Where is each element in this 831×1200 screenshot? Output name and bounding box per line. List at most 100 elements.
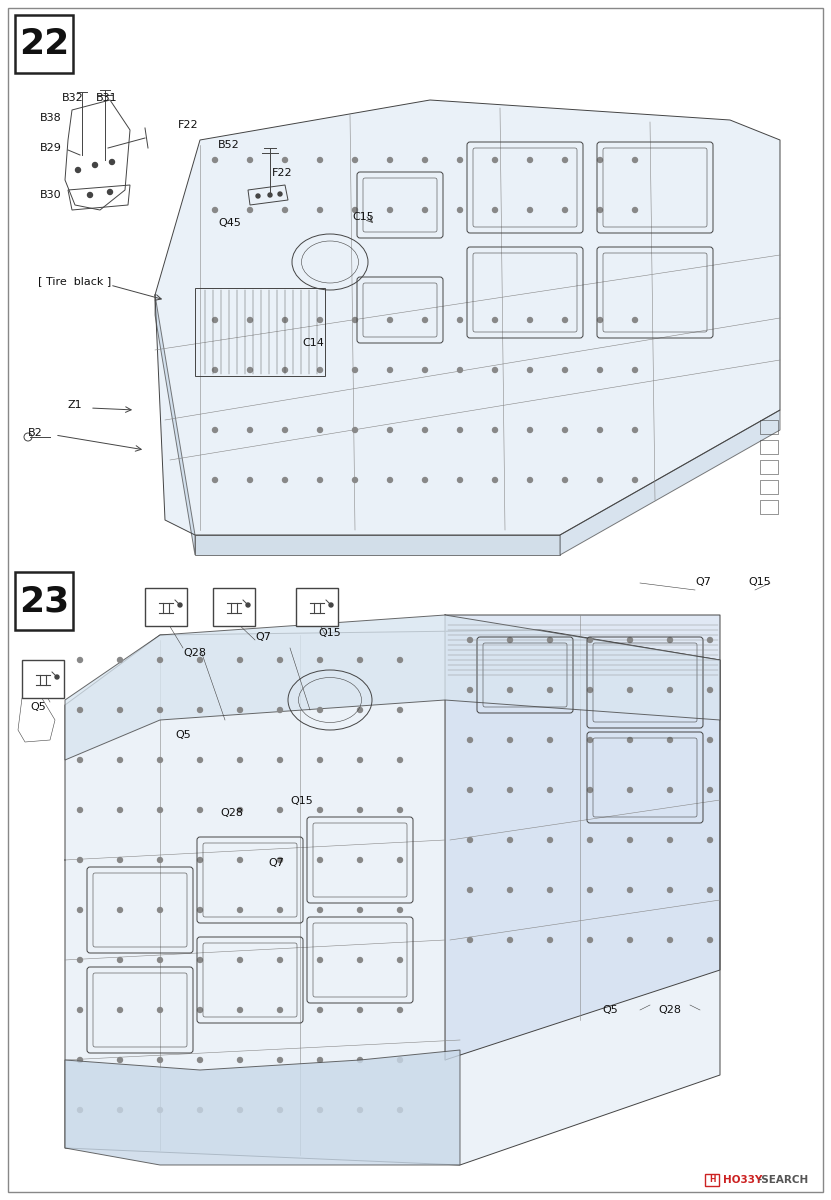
Circle shape — [317, 757, 322, 762]
Circle shape — [278, 808, 283, 812]
Circle shape — [158, 1108, 163, 1112]
Circle shape — [77, 658, 82, 662]
Circle shape — [117, 958, 122, 962]
Text: Q5: Q5 — [175, 730, 191, 740]
Text: 23: 23 — [19, 584, 69, 618]
Circle shape — [632, 208, 637, 212]
Circle shape — [563, 427, 568, 432]
Circle shape — [528, 157, 533, 162]
Circle shape — [387, 427, 392, 432]
Bar — [15, 14, 73, 73]
Circle shape — [158, 808, 163, 812]
Circle shape — [198, 958, 203, 962]
Text: C14: C14 — [302, 338, 324, 348]
Circle shape — [458, 367, 463, 372]
Circle shape — [468, 787, 473, 792]
Circle shape — [317, 318, 322, 323]
Text: Z1: Z1 — [68, 400, 82, 410]
Circle shape — [493, 157, 498, 162]
Circle shape — [387, 157, 392, 162]
Circle shape — [77, 1057, 82, 1062]
Circle shape — [468, 637, 473, 642]
Circle shape — [458, 318, 463, 323]
Circle shape — [597, 478, 602, 482]
Circle shape — [352, 367, 357, 372]
Circle shape — [458, 208, 463, 212]
Circle shape — [667, 688, 672, 692]
Circle shape — [77, 907, 82, 912]
Text: Q7: Q7 — [268, 858, 284, 868]
Text: B29: B29 — [40, 143, 61, 152]
Circle shape — [548, 738, 553, 743]
Circle shape — [352, 208, 357, 212]
Circle shape — [158, 858, 163, 863]
Circle shape — [357, 1008, 362, 1013]
Circle shape — [468, 888, 473, 893]
Bar — [22, 660, 64, 698]
Text: Q15: Q15 — [748, 577, 770, 587]
Circle shape — [198, 907, 203, 912]
Polygon shape — [155, 100, 780, 535]
Circle shape — [278, 958, 283, 962]
Circle shape — [77, 1008, 82, 1013]
Circle shape — [588, 937, 593, 942]
Circle shape — [213, 157, 218, 162]
Polygon shape — [560, 410, 780, 554]
Circle shape — [627, 688, 632, 692]
Circle shape — [397, 1108, 402, 1112]
Circle shape — [238, 1008, 243, 1013]
Circle shape — [397, 858, 402, 863]
Circle shape — [317, 958, 322, 962]
Bar — [15, 572, 73, 630]
Circle shape — [357, 708, 362, 713]
Circle shape — [248, 367, 253, 372]
Circle shape — [238, 958, 243, 962]
Circle shape — [213, 427, 218, 432]
Circle shape — [468, 838, 473, 842]
Circle shape — [422, 367, 427, 372]
Circle shape — [468, 738, 473, 743]
Circle shape — [352, 318, 357, 323]
Bar — [705, 1174, 719, 1186]
Circle shape — [283, 427, 288, 432]
Circle shape — [667, 738, 672, 743]
Circle shape — [92, 162, 97, 168]
Text: F22: F22 — [272, 168, 293, 178]
Circle shape — [357, 1108, 362, 1112]
Circle shape — [667, 838, 672, 842]
Circle shape — [238, 858, 243, 863]
Circle shape — [213, 318, 218, 323]
Circle shape — [248, 208, 253, 212]
Circle shape — [632, 427, 637, 432]
Circle shape — [158, 958, 163, 962]
Bar — [296, 588, 338, 626]
Circle shape — [667, 637, 672, 642]
Circle shape — [198, 858, 203, 863]
Circle shape — [55, 674, 59, 679]
Circle shape — [77, 808, 82, 812]
Circle shape — [588, 888, 593, 893]
Circle shape — [278, 192, 282, 196]
Circle shape — [317, 708, 322, 713]
Circle shape — [397, 808, 402, 812]
Circle shape — [548, 838, 553, 842]
Bar — [145, 588, 187, 626]
Circle shape — [508, 787, 513, 792]
Text: Q28: Q28 — [658, 1006, 681, 1015]
Circle shape — [256, 194, 260, 198]
Circle shape — [198, 808, 203, 812]
Circle shape — [107, 190, 112, 194]
Circle shape — [238, 757, 243, 762]
Text: F22: F22 — [178, 120, 199, 130]
Circle shape — [238, 708, 243, 713]
Circle shape — [397, 907, 402, 912]
Circle shape — [508, 888, 513, 893]
Circle shape — [77, 757, 82, 762]
Circle shape — [213, 367, 218, 372]
Text: H: H — [709, 1176, 715, 1184]
Circle shape — [357, 658, 362, 662]
Circle shape — [397, 708, 402, 713]
Circle shape — [158, 708, 163, 713]
Bar — [760, 500, 778, 514]
Bar — [760, 460, 778, 474]
